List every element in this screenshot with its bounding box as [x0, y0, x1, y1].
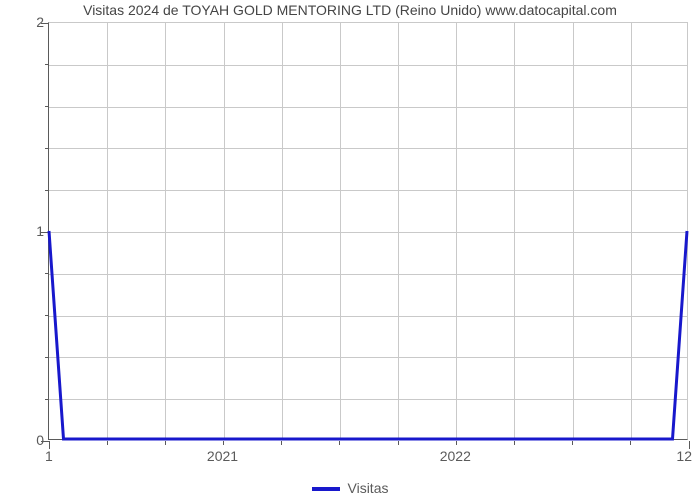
- y-tick-label: 1: [14, 223, 44, 239]
- legend-label: Visitas: [348, 480, 389, 496]
- legend-swatch: [312, 487, 340, 491]
- x-tick-minor: [398, 441, 399, 445]
- x-tick-label: 1: [45, 448, 53, 464]
- x-tick-minor: [339, 441, 340, 445]
- y-tick-label: 2: [14, 14, 44, 30]
- x-tick-minor: [107, 441, 108, 445]
- x-tick-label: 12: [676, 448, 692, 464]
- x-tick-major: [49, 441, 50, 449]
- x-tick-minor: [223, 441, 224, 445]
- chart-title: Visitas 2024 de TOYAH GOLD MENTORING LTD…: [0, 2, 700, 18]
- y-tick-label: 0: [14, 432, 44, 448]
- visits-chart: Visitas 2024 de TOYAH GOLD MENTORING LTD…: [0, 0, 700, 500]
- x-tick-minor: [165, 441, 166, 445]
- series-line: [49, 23, 687, 439]
- chart-legend: Visitas: [0, 480, 700, 496]
- x-tick-minor: [630, 441, 631, 445]
- x-tick-major: [689, 441, 690, 449]
- x-tick-minor: [281, 441, 282, 445]
- plot-area: [48, 22, 688, 440]
- x-tick-minor: [514, 441, 515, 445]
- x-tick-minor: [456, 441, 457, 445]
- x-year-label: 2021: [207, 448, 238, 464]
- y-tick-major: [41, 23, 49, 24]
- x-tick-minor: [572, 441, 573, 445]
- x-year-label: 2022: [440, 448, 471, 464]
